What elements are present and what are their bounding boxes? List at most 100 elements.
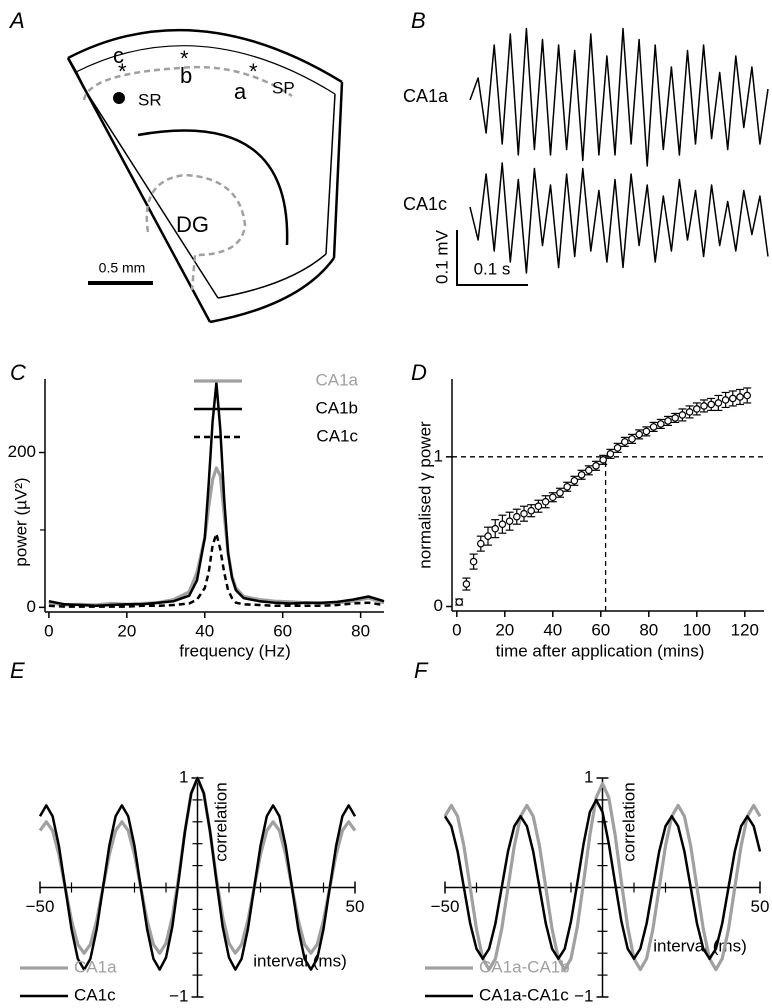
data-point	[534, 502, 543, 511]
hippocampal-fissure	[137, 129, 289, 246]
y-axis-label: power (µV²)	[11, 477, 30, 566]
legend-label: CA1a	[74, 957, 117, 976]
y-tick-label: −1	[169, 986, 188, 1005]
x-tick-label: 40	[543, 620, 562, 639]
data-point	[527, 506, 536, 515]
slice-left-edge	[66, 57, 212, 323]
y-tick-label: 0	[434, 596, 443, 615]
data-point	[685, 408, 694, 416]
data-point	[700, 402, 708, 410]
y-tick-label: 1	[179, 767, 188, 786]
series-line	[443, 798, 762, 960]
scale-label: 0.1 mV	[432, 229, 451, 284]
data-point	[584, 466, 593, 475]
data-point	[642, 427, 651, 436]
region-label: SR	[138, 90, 162, 109]
data-point	[469, 557, 478, 566]
legend-label: CA1c	[316, 426, 358, 445]
series-line	[443, 781, 762, 972]
scale-bar-label: 0.5 mm	[99, 260, 146, 276]
y-axis-label: normalised γ power	[415, 421, 434, 569]
data-point	[505, 517, 514, 525]
x-tick-label: 100	[683, 620, 711, 639]
x-tick-label: 80	[351, 621, 370, 640]
slice-right-edge	[332, 81, 344, 259]
region-label: SP	[272, 78, 295, 97]
data-point	[491, 524, 500, 533]
legend-label: CA1a	[315, 370, 358, 389]
scale-bars	[456, 230, 528, 286]
data-point	[664, 417, 672, 425]
dg-layer	[145, 173, 247, 291]
x-tick-label: 80	[639, 620, 658, 639]
x-tick-label: 0	[452, 620, 461, 639]
series-line	[48, 381, 385, 608]
data-point	[563, 482, 572, 491]
data-point	[577, 470, 586, 479]
x-axis-label: time after application (mins)	[496, 641, 705, 660]
data-point	[671, 414, 680, 422]
x-tick-label: −50	[431, 897, 460, 916]
panel-letter: A	[8, 8, 25, 33]
legend-label: CA1b	[315, 398, 358, 417]
data-point	[707, 400, 716, 409]
data-point	[728, 394, 737, 403]
site-marker: *	[249, 59, 258, 84]
x-tick-label: 50	[346, 897, 365, 916]
y-tick-label: 1	[434, 446, 443, 465]
data-point	[635, 430, 644, 439]
data-point	[613, 444, 622, 452]
trace	[469, 27, 769, 167]
panel-letter: F	[414, 658, 429, 683]
y-tick-label: 0	[27, 597, 36, 616]
data-point	[692, 405, 701, 413]
panel-letter: D	[411, 360, 427, 385]
x-tick-label: 20	[117, 621, 136, 640]
slice-bottom-inner	[217, 253, 327, 299]
data-point	[649, 423, 658, 431]
series-line	[48, 532, 385, 608]
panel-letter: C	[10, 360, 26, 385]
data-point	[599, 456, 608, 464]
site-marker: *	[118, 59, 127, 84]
data-point	[520, 509, 528, 518]
slice-bottom-edge	[209, 257, 336, 324]
data-point	[570, 476, 579, 485]
data-point	[628, 435, 636, 443]
y-axis-label: correlation	[211, 782, 230, 861]
site-label: a	[234, 79, 247, 104]
data-point	[620, 438, 629, 446]
data-point	[476, 539, 485, 548]
data-point	[714, 399, 723, 407]
legend-label: CA1a-CA1c	[479, 985, 569, 1004]
trace	[469, 162, 769, 274]
slice-left-inner	[83, 87, 219, 299]
data-point	[606, 450, 615, 458]
slice-top-edge	[67, 28, 343, 84]
site-marker: *	[180, 46, 189, 71]
electrode-dot	[113, 92, 125, 104]
x-tick-label: 20	[495, 620, 514, 639]
site-label: b	[180, 63, 192, 88]
data-point	[462, 580, 471, 588]
data-point	[656, 420, 665, 428]
legend-label: CA1a-CA1b	[479, 957, 570, 976]
data-point	[512, 512, 521, 521]
data-point	[556, 488, 564, 497]
data-point	[455, 598, 464, 606]
data-point	[678, 411, 687, 419]
panel-letter: E	[10, 658, 25, 683]
trace-label: CA1c	[403, 194, 447, 214]
data-point	[548, 493, 557, 502]
scale-label: 0.1 s	[474, 259, 511, 278]
data-point	[541, 497, 550, 506]
legend-label: CA1c	[74, 985, 116, 1004]
x-tick-label: −50	[26, 897, 55, 916]
y-tick-label: −1	[574, 986, 593, 1005]
data-point	[484, 532, 492, 540]
y-tick-label: 1	[584, 767, 593, 786]
x-tick-label: 50	[751, 897, 770, 916]
x-tick-label: 0	[44, 621, 53, 640]
